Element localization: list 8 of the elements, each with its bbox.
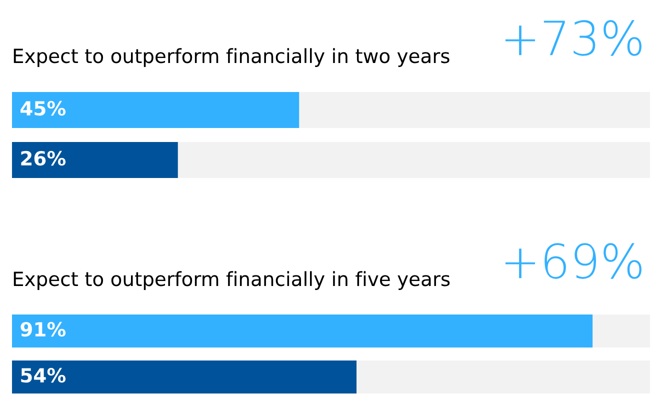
data-label: 54% [21, 368, 66, 383]
chart-title: Expect to outperform financially in two years [14, 48, 450, 67]
chart-title: Expect to outperform financially in five years [14, 271, 450, 290]
data-label: 45% [20, 100, 66, 116]
text: +69% [505, 243, 642, 279]
text: +73% [505, 20, 642, 56]
data-label: 26% [21, 150, 66, 166]
data-label: 91% [20, 322, 66, 337]
